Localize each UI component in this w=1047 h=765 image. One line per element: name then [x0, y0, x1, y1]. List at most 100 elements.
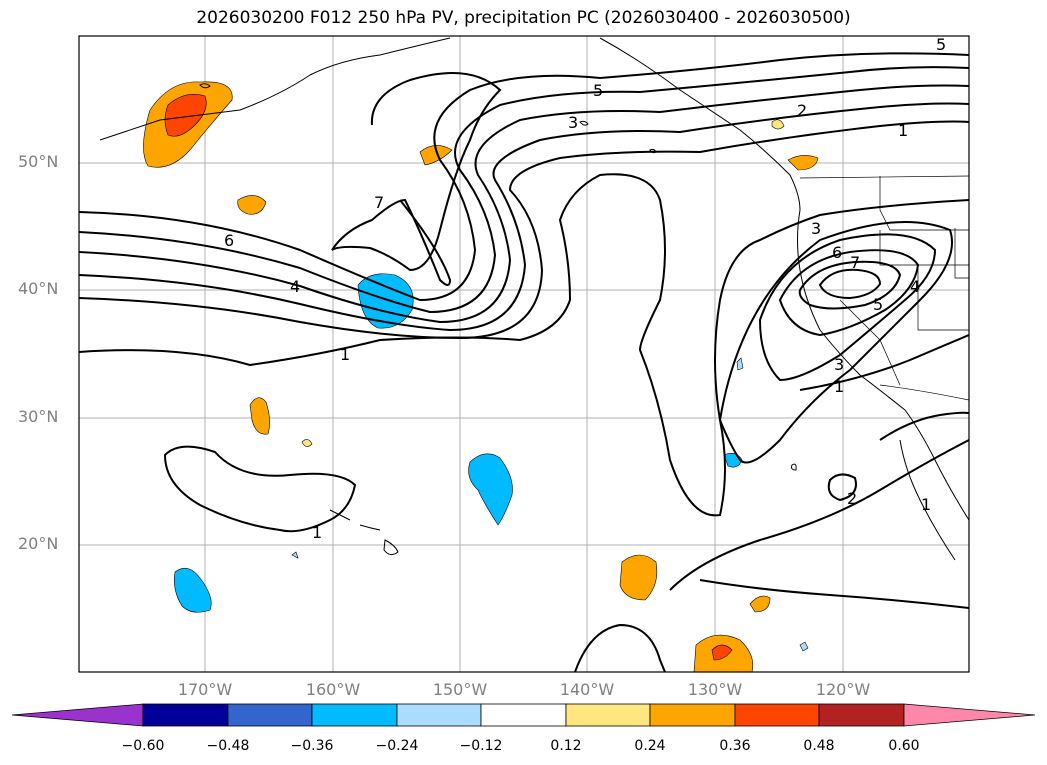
- lon-label: 140°W: [559, 680, 615, 699]
- contour-label: 6: [832, 243, 842, 262]
- coast-island-3: [649, 148, 657, 154]
- precip-blob-neg-central: [357, 273, 414, 329]
- colorbar-segment: [396, 703, 482, 727]
- border-states-3: [917, 265, 969, 331]
- pv-contour-cutoff-outer: [719, 221, 953, 464]
- border-states-4: [954, 228, 969, 279]
- colorbar-tick: −0.60: [121, 738, 165, 754]
- pv-contour-sw-arc: [669, 439, 969, 591]
- precip-blob-neg-dot3: [736, 357, 744, 371]
- contour-label: 4: [910, 277, 920, 296]
- colorbar-segment: [480, 703, 567, 727]
- contour-label: 1: [340, 345, 350, 364]
- colorbar-tick: 0.24: [634, 738, 666, 754]
- precip-blob-neg-sw: [174, 567, 212, 613]
- border-states-5: [839, 299, 901, 386]
- lon-label: 170°W: [177, 680, 233, 699]
- colorbar-segment: [227, 703, 313, 727]
- colorbar-segment: [818, 703, 905, 727]
- border-us-mexico: [879, 384, 969, 401]
- coast-alaska: [99, 37, 451, 141]
- pv-contour-1-east: [574, 623, 666, 672]
- lat-label: 40°N: [18, 279, 59, 298]
- pv-contour-3: [79, 102, 969, 332]
- coastlines: [99, 37, 969, 561]
- colorbar-tick: 0.60: [888, 738, 920, 754]
- precip-blob-neg-hawaii-n: [468, 453, 513, 526]
- map-title: 2026030200 F012 250 hPa PV, precipitatio…: [196, 8, 851, 28]
- coast-baja-peninsula: [899, 439, 956, 561]
- contour-label: 5: [873, 295, 883, 314]
- pv-contour-1-loop: [331, 71, 502, 286]
- pv-contour-sw-arc2: [699, 579, 969, 609]
- pv-contour-4: [79, 84, 969, 324]
- colorbar-tick: −0.24: [375, 738, 419, 754]
- precip-blob-a: [237, 195, 267, 215]
- precip-blob-neg-dot1: [291, 551, 299, 559]
- coast-baja: [904, 409, 969, 521]
- precip-blob-aleutian-core: [164, 94, 207, 137]
- border-us-canada: [799, 175, 969, 179]
- border-states-1: [879, 176, 969, 231]
- pv-contour-2: [79, 120, 969, 340]
- colorbar-segment: [903, 703, 1036, 727]
- colorbar-tick: 0.48: [803, 738, 835, 754]
- contour-label: 6: [224, 231, 234, 250]
- lon-label: 160°W: [305, 680, 361, 699]
- contour-label: 1: [921, 495, 931, 514]
- map-frame: [78, 35, 970, 673]
- colorbar-segment: [311, 703, 398, 727]
- coast-west-us: [797, 209, 906, 411]
- precip-blob-g: [787, 155, 819, 171]
- precip-negative: [174, 273, 809, 652]
- lat-label: 50°N: [18, 152, 59, 171]
- coast-island-2: [579, 120, 589, 126]
- contour-label: 3: [834, 355, 844, 374]
- contour-label: 2: [847, 489, 857, 508]
- pv-contour-e-1: [879, 411, 969, 441]
- pv-contour-cutoff-3: [778, 249, 920, 337]
- colorbar-tick: −0.12: [459, 738, 503, 754]
- lon-label: 120°W: [815, 680, 871, 699]
- contour-label: 5: [936, 35, 946, 54]
- contour-label: 1: [898, 121, 908, 140]
- coast-island-4: [791, 463, 797, 471]
- pv-contour-5: [79, 66, 969, 314]
- lat-label: 20°N: [18, 534, 59, 553]
- lon-label: 130°W: [687, 680, 743, 699]
- pv-contour-1-se: [827, 473, 857, 502]
- precip-blob-c: [249, 397, 270, 435]
- pv-contour-cutoff-7: [818, 268, 882, 300]
- colorbar-tick: 0.12: [550, 738, 582, 754]
- colorbar-segment: [11, 703, 144, 727]
- precip-blob-f: [749, 595, 771, 613]
- colorbar-segment: [649, 703, 736, 727]
- colorbar-segment: [565, 703, 651, 727]
- colorbar-segment: [734, 703, 820, 727]
- contour-label: 3: [811, 219, 821, 238]
- precip-blob-d: [619, 554, 658, 601]
- precip-blob-e-core: [711, 644, 733, 661]
- contour-label: 1: [312, 523, 322, 542]
- contour-label: 7: [374, 193, 384, 212]
- precip-blob-h: [771, 119, 785, 130]
- coast-island-1: [199, 83, 211, 89]
- colorbar-tick: 0.36: [719, 738, 751, 754]
- precip-positive: [143, 81, 819, 672]
- contour-label: 3: [568, 113, 578, 132]
- contour-label: 2: [797, 101, 807, 120]
- pv-contour-east-long: [799, 334, 969, 391]
- pv-contour-6: [79, 52, 969, 302]
- lat-label: 30°N: [18, 407, 59, 426]
- contour-labels: 5 3 2 1 7 6 4 1 3 6 7 5 4 3 1 2 1 1 5: [224, 35, 946, 542]
- pv-contour-cutoff-2: [758, 233, 937, 382]
- coast-alaska-panhandle: [599, 37, 801, 211]
- lon-label: 150°W: [432, 680, 488, 699]
- contour-label: 4: [290, 277, 300, 296]
- contour-label: 1: [834, 377, 844, 396]
- pv-contour-1-south: [163, 445, 357, 533]
- contour-label: 7: [850, 253, 860, 272]
- borders: [799, 175, 969, 401]
- border-states-2: [879, 230, 969, 266]
